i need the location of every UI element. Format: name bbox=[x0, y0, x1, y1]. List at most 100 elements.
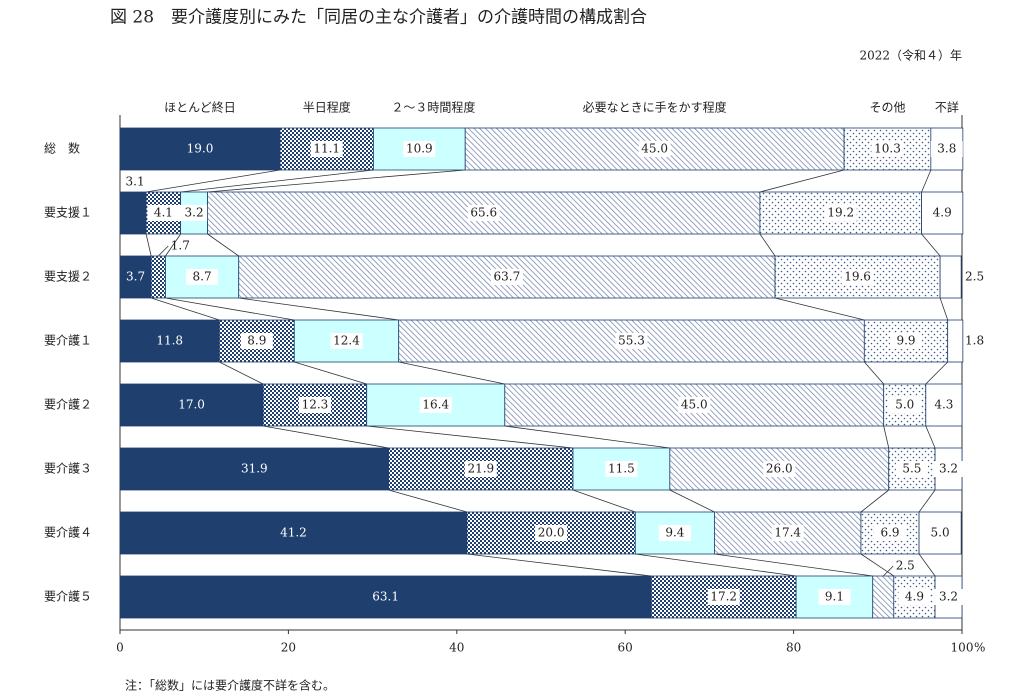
value-label: 9.4 bbox=[665, 526, 684, 540]
bar-segment bbox=[119, 127, 281, 171]
bar-segment bbox=[939, 255, 962, 299]
connector bbox=[466, 553, 652, 577]
connector bbox=[388, 489, 468, 513]
value-label: 20.0 bbox=[538, 526, 565, 540]
bar-segment bbox=[119, 511, 468, 555]
value-label: 41.2 bbox=[280, 526, 307, 540]
connector bbox=[921, 233, 941, 257]
connector bbox=[238, 297, 399, 321]
label-box bbox=[895, 461, 928, 477]
label-box bbox=[871, 141, 904, 157]
label-box bbox=[178, 205, 211, 221]
value-label: 17.4 bbox=[774, 526, 801, 540]
label-box bbox=[490, 269, 523, 285]
connector bbox=[366, 425, 574, 449]
x-tick-label: 40 bbox=[449, 641, 464, 655]
label-box bbox=[298, 397, 331, 413]
chart-note: 注：「総数」には要介護度不詳を含む。 bbox=[125, 678, 335, 693]
label-box bbox=[898, 589, 931, 605]
value-label: 19.2 bbox=[827, 206, 854, 220]
label-box bbox=[638, 141, 671, 157]
connector bbox=[504, 425, 670, 449]
bar-segment bbox=[119, 319, 220, 363]
label-box bbox=[841, 269, 874, 285]
x-tick-label: 80 bbox=[786, 641, 801, 655]
connector bbox=[207, 233, 239, 257]
value-label: 4.1 bbox=[154, 206, 173, 220]
value-label: 3.8 bbox=[937, 142, 956, 156]
y-tick-label: 要介護４ bbox=[44, 525, 92, 540]
label-box bbox=[240, 333, 273, 349]
bar-segment bbox=[119, 575, 652, 619]
legend-label: その他 bbox=[869, 101, 905, 115]
label-box bbox=[467, 205, 500, 221]
label-box bbox=[535, 525, 568, 541]
value-label: 3.7 bbox=[126, 270, 145, 284]
value-label: 63.1 bbox=[372, 590, 399, 604]
connector bbox=[294, 361, 367, 385]
connector bbox=[883, 425, 890, 449]
value-label: 4.9 bbox=[905, 590, 924, 604]
value-label: 19.0 bbox=[187, 142, 214, 156]
y-tick-label: 要支援１ bbox=[44, 206, 92, 220]
value-label: 8.9 bbox=[247, 334, 266, 348]
connector bbox=[921, 169, 932, 193]
label-box bbox=[888, 397, 921, 413]
label-box bbox=[874, 525, 907, 541]
y-tick-label: 要介護１ bbox=[44, 333, 92, 348]
value-label: 63.7 bbox=[494, 270, 521, 284]
value-label: 65.6 bbox=[470, 206, 497, 220]
value-label: 45.0 bbox=[681, 398, 708, 412]
bar-segment bbox=[119, 447, 389, 491]
value-label: 4.3 bbox=[934, 398, 953, 412]
connector bbox=[146, 169, 281, 193]
value-label: 1.8 bbox=[965, 334, 984, 348]
value-label: 3.2 bbox=[185, 206, 204, 220]
connector bbox=[939, 297, 949, 321]
connector bbox=[635, 553, 797, 577]
connector bbox=[925, 361, 948, 385]
label-box bbox=[932, 589, 965, 605]
label-box bbox=[924, 525, 957, 541]
connector bbox=[714, 553, 873, 577]
bar-segment bbox=[119, 255, 152, 299]
legend-label: ２～３時間程度 bbox=[391, 100, 475, 115]
connector bbox=[572, 489, 636, 513]
x-tick-label: 20 bbox=[281, 641, 296, 655]
value-label: 10.9 bbox=[406, 142, 433, 156]
label-leader bbox=[882, 565, 894, 577]
label-box bbox=[147, 205, 180, 221]
value-label: 21.9 bbox=[467, 462, 494, 476]
label-box bbox=[403, 141, 436, 157]
bar-segment bbox=[119, 191, 147, 235]
bar-segment bbox=[872, 575, 895, 619]
value-label: 8.7 bbox=[193, 270, 212, 284]
value-label: 11.5 bbox=[608, 462, 635, 476]
value-label: 6.9 bbox=[880, 526, 899, 540]
connector bbox=[180, 169, 374, 193]
value-label: 3.2 bbox=[939, 590, 958, 604]
label-box bbox=[658, 525, 691, 541]
label-box bbox=[678, 397, 711, 413]
label-box bbox=[186, 269, 219, 285]
x-axis-label: % bbox=[974, 641, 985, 655]
label-box bbox=[330, 333, 363, 349]
value-label: 1.7 bbox=[171, 239, 190, 253]
value-label: 17.0 bbox=[178, 398, 205, 412]
x-tick-label: 60 bbox=[618, 641, 633, 655]
label-box bbox=[890, 333, 923, 349]
x-tick-label: 0 bbox=[116, 641, 124, 655]
label-box bbox=[932, 461, 965, 477]
connector bbox=[207, 169, 466, 193]
y-tick-label: 要介護２ bbox=[44, 397, 92, 412]
value-label: 45.0 bbox=[641, 142, 668, 156]
value-label: 5.0 bbox=[895, 398, 914, 412]
label-box bbox=[310, 141, 343, 157]
y-tick-label: 要支援２ bbox=[44, 270, 92, 284]
label-box bbox=[707, 589, 740, 605]
x-tick-label: 100 bbox=[951, 641, 974, 655]
connector bbox=[860, 553, 895, 577]
connector bbox=[918, 553, 936, 577]
connector bbox=[165, 297, 295, 321]
